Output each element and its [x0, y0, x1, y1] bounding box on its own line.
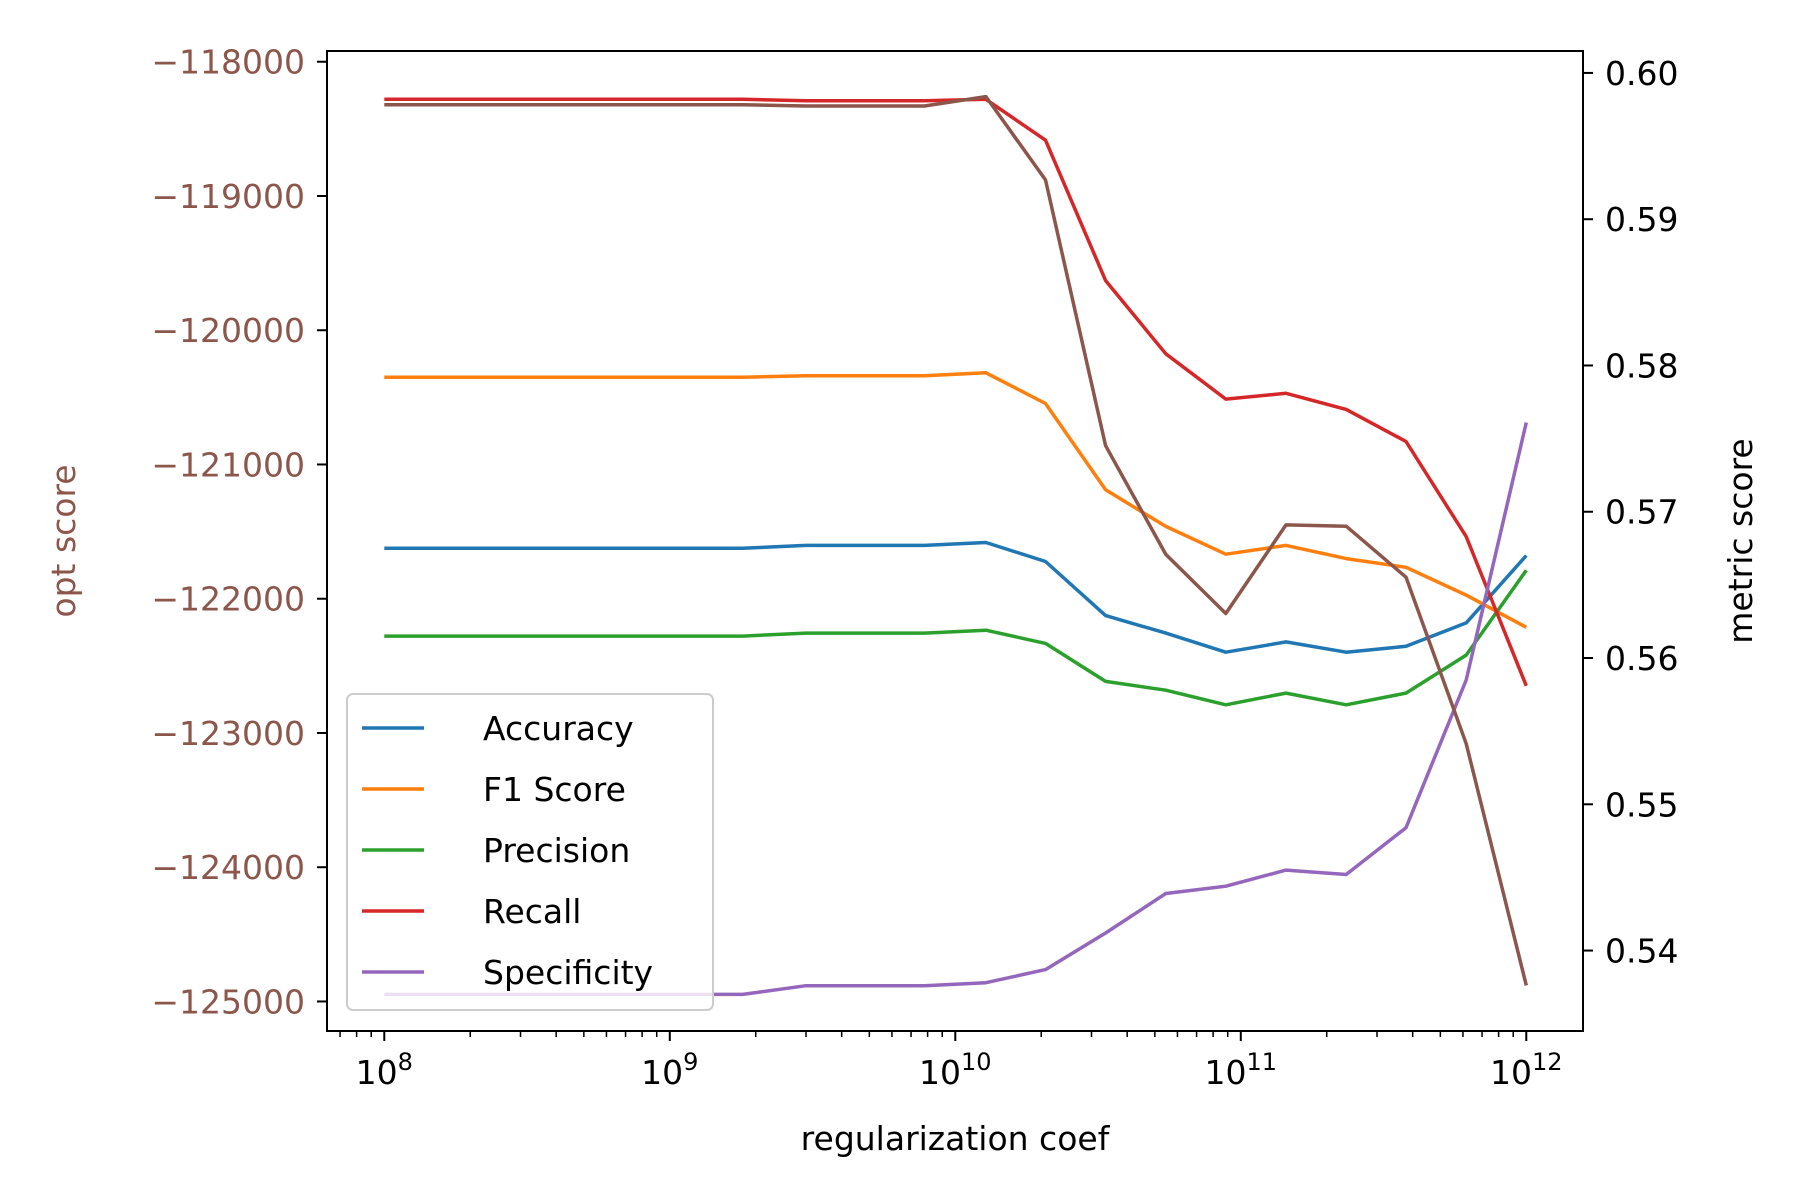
x-tick-label: 1010 — [919, 1048, 992, 1092]
x-tick-label: 1012 — [1490, 1048, 1563, 1092]
legend-label: Precision — [483, 831, 630, 870]
left-y-tick-label: −125000 — [151, 982, 305, 1021]
legend-label: Recall — [483, 892, 581, 931]
series-line-recall — [384, 97, 1528, 687]
left-y-tick-label: −122000 — [151, 580, 305, 619]
x-tick-label: 109 — [641, 1048, 698, 1092]
legend-label: F1 Score — [483, 770, 626, 809]
left-y-tick-label: −123000 — [151, 714, 305, 753]
legend-label: Accuracy — [483, 709, 634, 748]
left-y-axis: −118000 −119000 −120000 −121000 −122000 −1230… — [151, 43, 327, 1021]
left-y-axis-label: opt score — [44, 464, 83, 617]
x-axis-label: regularization coef — [801, 1119, 1111, 1158]
right-y-tick-label: 0.58 — [1605, 346, 1678, 385]
series-line-specificity — [384, 422, 1529, 997]
left-y-tick-label: −124000 — [151, 848, 305, 887]
series-line-accuracy — [384, 540, 1528, 654]
legend: Accuracy F1 Score Precision Recall Specifici… — [346, 693, 714, 1011]
left-y-tick-label: −119000 — [151, 177, 305, 216]
x-axis: 108 109 1010 1011 1012 — [339, 1031, 1563, 1092]
x-tick-label: 108 — [356, 1048, 413, 1092]
right-y-axis: 0.60 0.59 0.58 0.57 0.56 0.55 0.54 — [1583, 54, 1678, 971]
legend-box — [346, 693, 714, 1011]
series-line-opt-score — [384, 94, 1528, 986]
right-y-tick-label: 0.56 — [1605, 639, 1678, 678]
right-y-tick-label: 0.55 — [1605, 785, 1678, 824]
left-y-tick-label: −121000 — [151, 445, 305, 484]
right-y-tick-label: 0.60 — [1605, 54, 1678, 93]
chart-lines — [384, 94, 1529, 997]
right-y-tick-label: 0.57 — [1605, 493, 1678, 532]
legend-label: Specificity — [483, 953, 653, 992]
left-y-tick-label: −120000 — [151, 311, 305, 350]
right-y-tick-label: 0.59 — [1605, 200, 1678, 239]
right-y-axis-label: metric score — [1721, 438, 1760, 643]
series-line-f1-score — [384, 371, 1528, 629]
right-y-tick-label: 0.54 — [1605, 932, 1678, 971]
series-line-precision — [384, 569, 1528, 707]
left-y-tick-label: −118000 — [151, 43, 305, 82]
x-tick-label: 1011 — [1205, 1048, 1278, 1092]
